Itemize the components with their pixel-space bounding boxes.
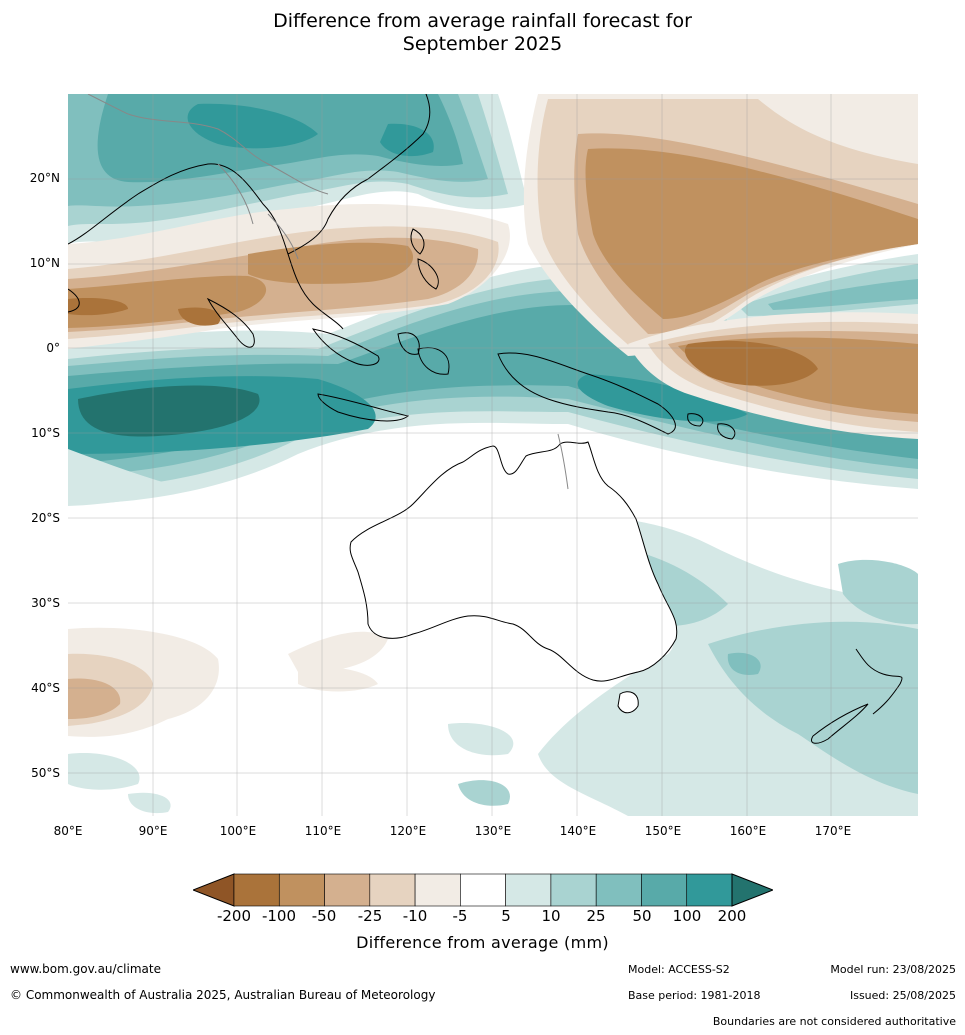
footer-website: www.bom.gov.au/climate [10, 962, 161, 976]
rainfall-anomaly-map [68, 94, 918, 816]
footer-model: Model: ACCESS-S2 [628, 963, 730, 976]
colorbar-tick-neg100: -100 [261, 907, 297, 925]
lon-label-120e: 120°E [389, 824, 427, 838]
colorbar-tick-50: 50 [632, 907, 652, 925]
colorbar-tick-200: 200 [717, 907, 747, 925]
colorbar-tick-neg50: -50 [311, 907, 337, 925]
new-zealand-outline [811, 648, 903, 744]
lon-label-150e: 150°E [644, 824, 682, 838]
country-borders [87, 94, 569, 490]
lon-label-100e: 100°E [219, 824, 257, 838]
colorbar-tick-neg10: -10 [402, 907, 428, 925]
colorbar-cell [369, 873, 416, 907]
colorbar-label: Difference from average (mm) [356, 933, 609, 952]
map-title-line2: September 2025 [402, 33, 563, 55]
colorbar-cells [233, 873, 733, 907]
colorbar-cell [460, 873, 506, 907]
lat-label-30s: 30°S [31, 596, 60, 610]
colorbar-cell [233, 873, 280, 907]
colorbar-cell [505, 873, 552, 907]
colorbar-cell [550, 873, 597, 907]
dry-region-north-pacific [523, 94, 918, 356]
lon-label-140e: 140°E [559, 824, 597, 838]
colorbar [193, 873, 773, 907]
lon-label-160e: 160°E [729, 824, 767, 838]
dry-region-equatorial-pacific [628, 312, 918, 439]
colorbar-tick-neg5: -5 [452, 907, 468, 925]
wet-region-asia [68, 94, 528, 244]
lat-label-20n: 20°N [29, 171, 60, 185]
colorbar-tick-5: 5 [501, 907, 511, 925]
lon-label-90e: 90°E [138, 824, 168, 838]
colorbar-extend-low [193, 873, 235, 907]
lat-label-10s: 10°S [31, 426, 60, 440]
lon-label-170e: 170°E [814, 824, 852, 838]
lon-label-110e: 110°E [304, 824, 342, 838]
wet-streak-central-pacific [718, 254, 918, 325]
lat-label-10n: 10°N [29, 256, 60, 270]
lon-label-80e: 80°E [53, 824, 83, 838]
lat-label-40s: 40°S [31, 681, 60, 695]
footer-model-run: Model run: 23/08/2025 [830, 963, 956, 976]
maritime-continent-outlines [206, 228, 736, 440]
footer-copyright: © Commonwealth of Australia 2025, Austra… [10, 988, 436, 1002]
australia-outline [349, 441, 678, 714]
footer-issued: Issued: 25/08/2025 [849, 989, 956, 1002]
colorbar-cell [595, 873, 642, 907]
lat-label-0: 0° [46, 341, 60, 355]
graticule [68, 94, 918, 816]
map-title-line1: Difference from average rainfall forecas… [273, 10, 692, 32]
lat-label-20s: 20°S [31, 511, 60, 525]
colorbar-tick-100: 100 [672, 907, 702, 925]
colorbar-cell [324, 873, 371, 907]
colorbar-tick-neg200: -200 [216, 907, 252, 925]
colorbar-cell [686, 873, 733, 907]
dry-region-southern-indian-ocean [68, 627, 388, 737]
colorbar-tick-10: 10 [541, 907, 561, 925]
colorbar-tick-neg25: -25 [357, 907, 383, 925]
colorbar-cell [278, 873, 325, 907]
colorbar-extend-high [731, 873, 773, 907]
map-title: Difference from average rainfall forecas… [0, 10, 965, 56]
footer-disclaimer: Boundaries are not considered authoritat… [712, 1015, 956, 1028]
lon-label-130e: 130°E [474, 824, 512, 838]
colorbar-tick-25: 25 [586, 907, 606, 925]
colorbar-cell [641, 873, 688, 907]
dry-region-southeast-asia [68, 204, 510, 349]
footer-base-period: Base period: 1981-2018 [628, 989, 761, 1002]
lat-label-50s: 50°S [31, 766, 60, 780]
colorbar-cell [414, 873, 461, 907]
